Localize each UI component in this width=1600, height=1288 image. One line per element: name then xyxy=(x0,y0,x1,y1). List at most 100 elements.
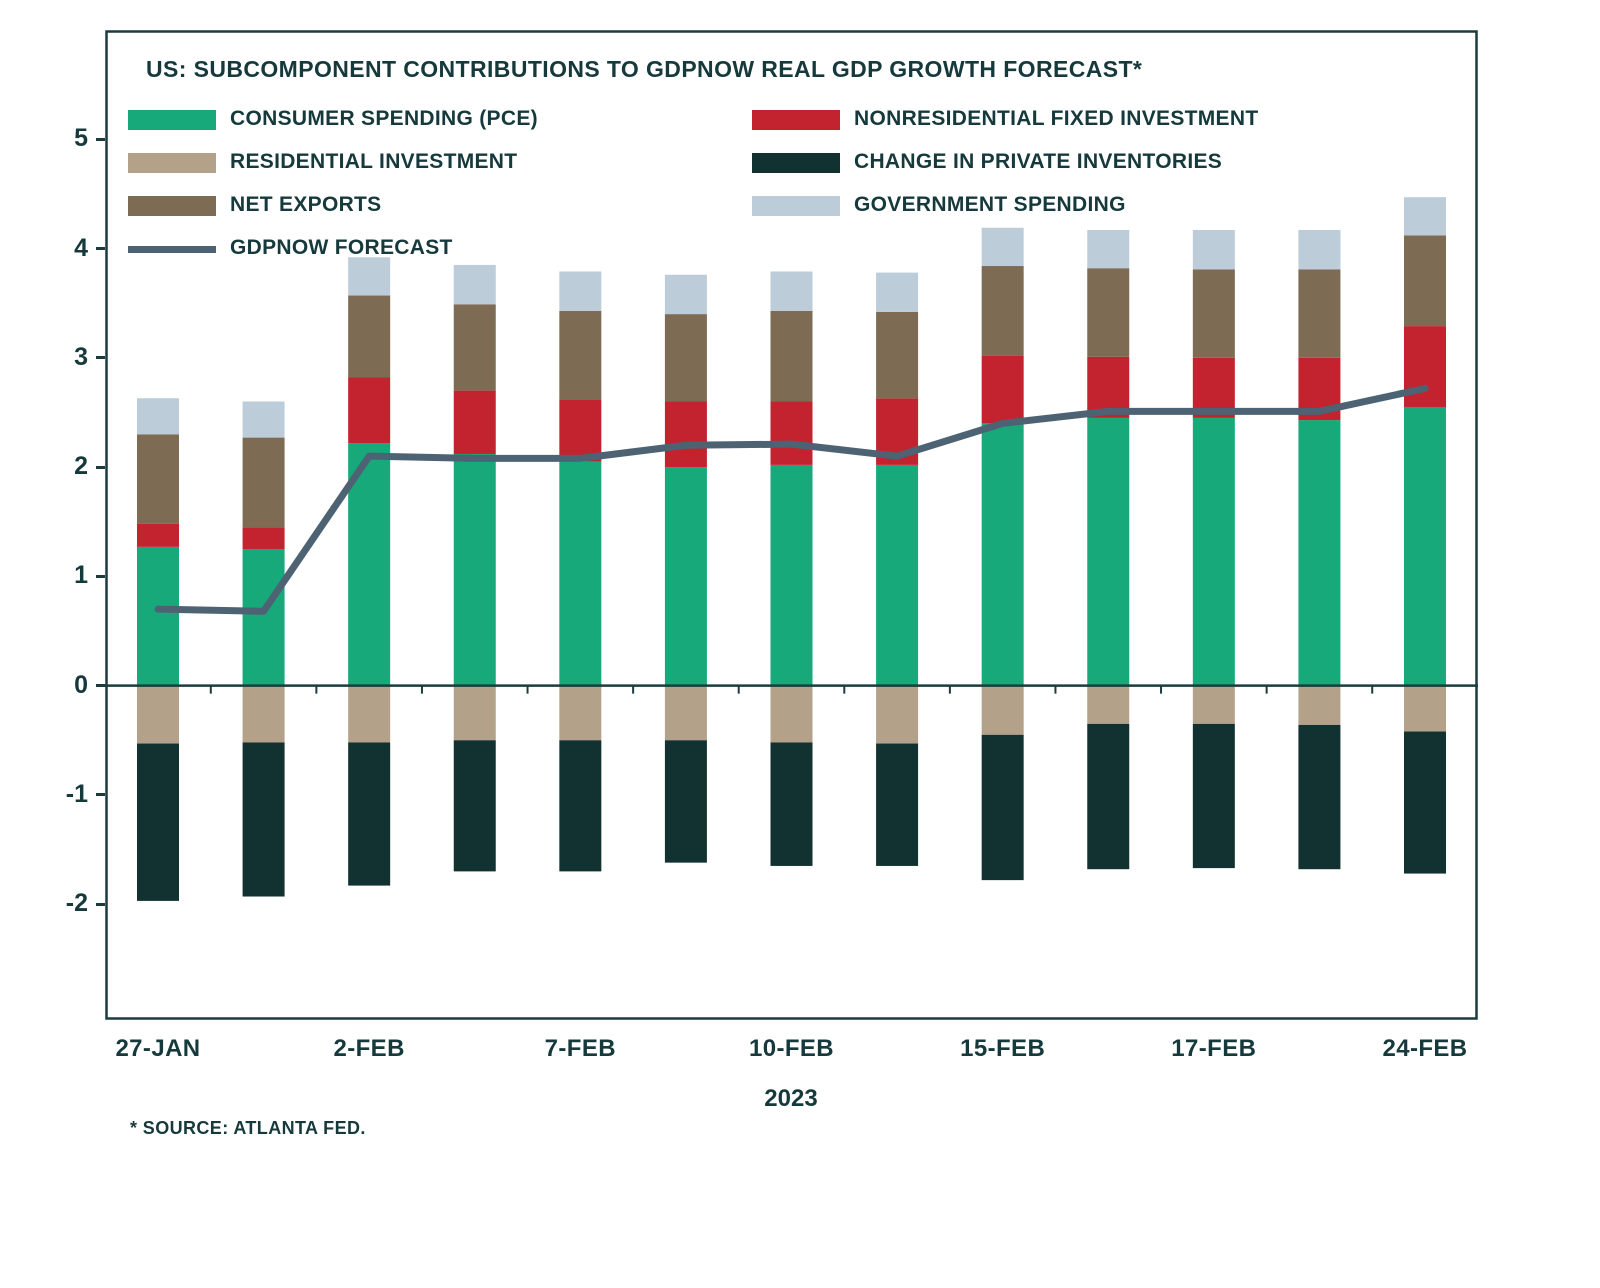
bar-segment-nonresidential_fixed_investment xyxy=(242,527,285,550)
legend-swatch-gdpnow-forecast xyxy=(128,246,216,253)
legend-label: GDPNOW FORECAST xyxy=(230,236,453,259)
bar-segment-residential_investment xyxy=(1298,685,1341,725)
y-tick-mark xyxy=(96,356,105,360)
bar-segment-nonresidential_fixed_investment xyxy=(453,390,496,454)
y-tick-label: -2 xyxy=(65,889,88,918)
bar-segment-consumer_spending xyxy=(1298,420,1341,686)
bar-segment-consumer_spending xyxy=(453,453,496,686)
source-note: * SOURCE: ATLANTA FED. xyxy=(130,1118,366,1138)
x-tick-label: 7-FEB xyxy=(544,1035,616,1062)
legend-label: RESIDENTIAL INVESTMENT xyxy=(230,150,518,173)
bar-segment-change_in_private_inventories xyxy=(242,742,285,897)
bar-segment-government_spending xyxy=(1087,229,1130,269)
bar-segment-consumer_spending xyxy=(242,549,285,686)
bar-segment-consumer_spending xyxy=(1087,417,1130,686)
bar-segment-nonresidential_fixed_investment xyxy=(770,401,813,465)
bar-segment-nonresidential_fixed_investment xyxy=(348,377,391,444)
bar-segment-residential_investment xyxy=(559,685,602,741)
bar-segment-residential_investment xyxy=(242,685,285,743)
y-tick-label: 0 xyxy=(74,670,88,699)
y-tick-mark xyxy=(96,902,105,906)
bar-segment-government_spending xyxy=(453,264,496,305)
bar-segment-net_exports xyxy=(1298,269,1341,358)
bar-segment-government_spending xyxy=(1192,229,1235,270)
bar-segment-change_in_private_inventories xyxy=(1298,724,1341,870)
y-tick-label: 5 xyxy=(74,124,88,153)
legend-label: CHANGE IN PRIVATE INVENTORIES xyxy=(854,150,1223,173)
bar-segment-net_exports xyxy=(453,304,496,391)
bar-segment-change_in_private_inventories xyxy=(876,743,919,866)
bar-segment-net_exports xyxy=(876,311,919,399)
bar-segment-change_in_private_inventories xyxy=(664,740,707,863)
x-tick-label: 27-JAN xyxy=(115,1035,201,1062)
bar-segment-net_exports xyxy=(981,266,1024,356)
x-axis-year-label: 2023 xyxy=(764,1085,818,1112)
y-tick-label: 4 xyxy=(74,233,88,262)
bar-segment-net_exports xyxy=(1192,269,1235,358)
legend-swatch-residential-investment xyxy=(128,153,216,173)
plot-frame xyxy=(105,30,1478,1020)
gdpnow-forecast-line xyxy=(154,384,1429,615)
bar-segment-residential_investment xyxy=(981,685,1024,735)
bar-segment-net_exports xyxy=(770,310,813,402)
bar-segment-net_exports xyxy=(559,310,602,400)
bar-segment-change_in_private_inventories xyxy=(137,743,179,901)
bar-segment-government_spending xyxy=(664,274,707,315)
bar-segment-residential_investment xyxy=(876,685,919,744)
legend-swatch-government-spending xyxy=(752,196,840,216)
bar-segment-change_in_private_inventories xyxy=(1404,731,1446,874)
legend-label: CONSUMER SPENDING (PCE) xyxy=(230,107,538,130)
bar-segment-government_spending xyxy=(242,401,285,438)
bar-segment-change_in_private_inventories xyxy=(1192,723,1235,869)
bar-segment-consumer_spending xyxy=(664,467,707,686)
bar-segment-residential_investment xyxy=(348,685,391,743)
y-tick-mark xyxy=(96,684,105,688)
y-tick-label: 3 xyxy=(74,342,88,371)
bar-segment-change_in_private_inventories xyxy=(770,742,813,866)
bar-segment-net_exports xyxy=(348,295,391,378)
y-tick-label: 2 xyxy=(74,452,88,481)
y-tick-mark xyxy=(96,247,105,251)
bar-segment-residential_investment xyxy=(1404,685,1446,732)
bar-segment-consumer_spending xyxy=(770,464,813,686)
bar-segment-government_spending xyxy=(348,257,391,296)
x-tick-label: 17-FEB xyxy=(1171,1035,1257,1062)
bar-segment-residential_investment xyxy=(664,685,707,741)
legend-swatch-net-exports xyxy=(128,196,216,216)
bar-segment-change_in_private_inventories xyxy=(1087,723,1130,870)
y-tick-mark xyxy=(96,137,105,141)
bar-segment-residential_investment xyxy=(770,685,813,743)
bar-segment-consumer_spending xyxy=(348,443,391,686)
bar-segment-government_spending xyxy=(559,271,602,311)
bar-segment-nonresidential_fixed_investment xyxy=(664,401,707,468)
y-tick-mark xyxy=(96,465,105,469)
bar-segment-consumer_spending xyxy=(1404,406,1446,686)
bar-segment-government_spending xyxy=(770,271,813,311)
bar-segment-net_exports xyxy=(1404,235,1446,327)
legend-label: NET EXPORTS xyxy=(230,193,382,216)
bar-segment-net_exports xyxy=(1087,268,1130,357)
bar-segment-consumer_spending xyxy=(1192,417,1235,686)
y-tick-label: -1 xyxy=(65,779,88,808)
bar-segment-consumer_spending xyxy=(876,464,919,686)
bar-segment-residential_investment xyxy=(137,685,179,744)
bar-segment-government_spending xyxy=(1298,229,1341,270)
chart-title: US: SUBCOMPONENT CONTRIBUTIONS TO GDPNOW… xyxy=(146,56,1143,82)
legend-swatch-nonresidential-fixed-investment xyxy=(752,110,840,130)
bar-segment-change_in_private_inventories xyxy=(453,740,496,872)
bar-segment-government_spending xyxy=(981,227,1024,267)
x-tick-label: 24-FEB xyxy=(1382,1035,1468,1062)
x-tick-label: 10-FEB xyxy=(748,1035,835,1062)
legend-label: GOVERNMENT SPENDING xyxy=(854,193,1126,216)
bar-segment-residential_investment xyxy=(453,685,496,741)
bar-segment-consumer_spending xyxy=(137,546,179,686)
y-tick-mark xyxy=(96,793,105,797)
legend-swatch-consumer-spending-pce- xyxy=(128,110,216,130)
bar-segment-net_exports xyxy=(664,314,707,402)
x-tick-label: 15-FEB xyxy=(960,1035,1046,1062)
bar-segment-residential_investment xyxy=(1087,685,1130,724)
bar-segment-change_in_private_inventories xyxy=(981,734,1024,881)
bar-segment-consumer_spending xyxy=(981,423,1024,686)
x-tick-label: 2-FEB xyxy=(333,1035,405,1062)
